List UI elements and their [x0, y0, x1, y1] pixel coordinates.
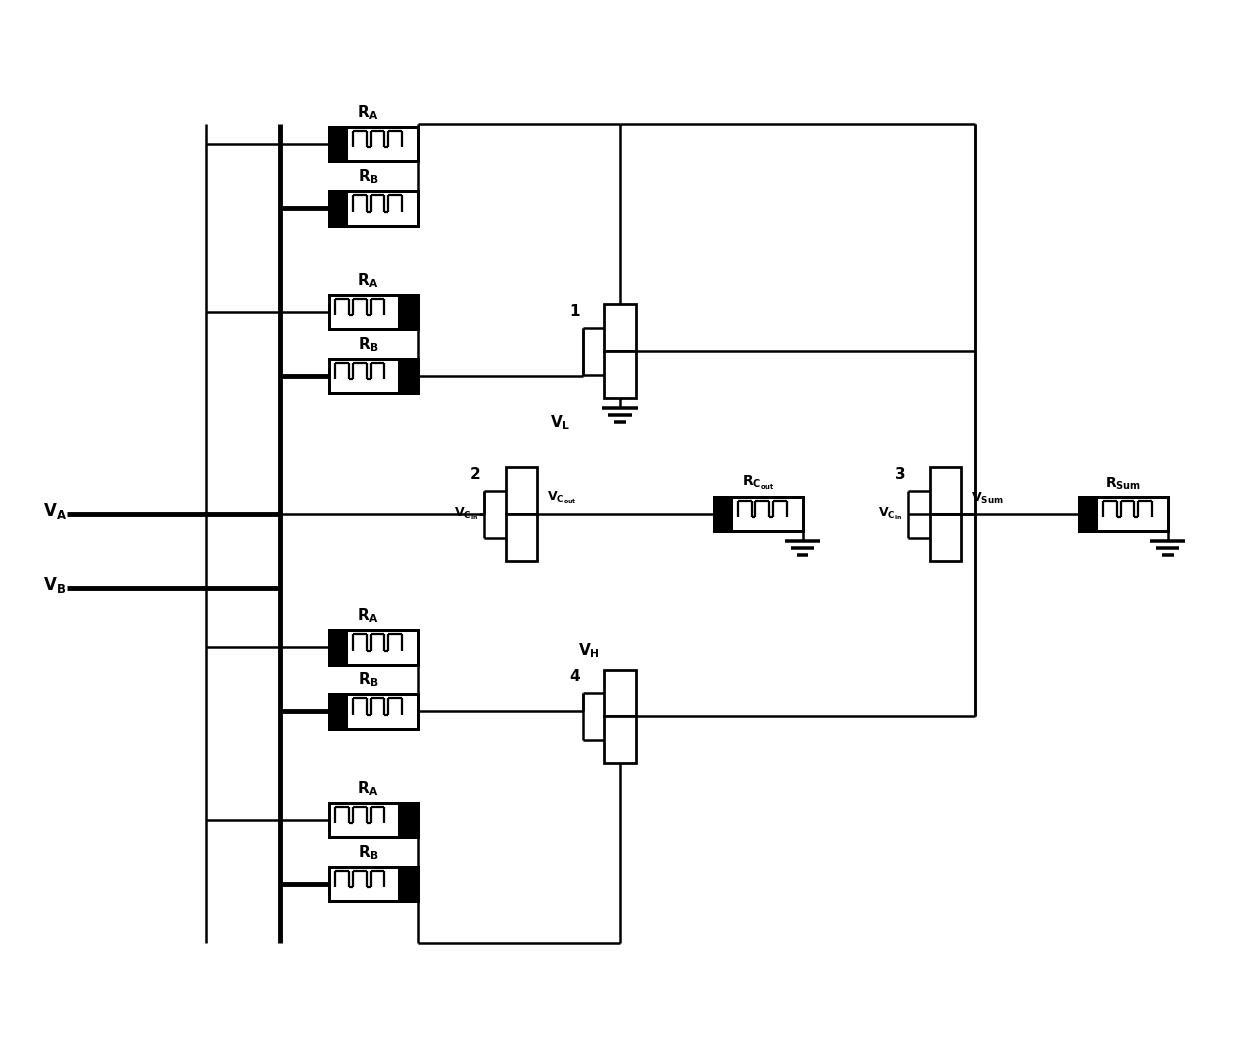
- Text: $\mathbf{R_A}$: $\mathbf{R_A}$: [357, 779, 379, 798]
- Text: $\mathbf{V_{C_{out}}}$: $\mathbf{V_{C_{out}}}$: [547, 490, 577, 507]
- Bar: [329, 694, 348, 729]
- Text: $\mathbf{R_{C_{out}}}$: $\mathbf{R_{C_{out}}}$: [742, 474, 775, 492]
- Bar: [604, 304, 636, 351]
- Text: $\mathbf{V_B}$: $\mathbf{V_B}$: [42, 575, 66, 595]
- Text: $\mathbf{V_H}$: $\mathbf{V_H}$: [579, 641, 600, 660]
- Bar: [604, 351, 636, 399]
- Bar: [398, 359, 418, 393]
- Bar: [329, 191, 348, 226]
- Bar: [329, 127, 418, 162]
- Bar: [398, 295, 418, 329]
- Text: 1: 1: [569, 304, 579, 319]
- Bar: [329, 191, 418, 226]
- Bar: [714, 497, 733, 532]
- Bar: [930, 514, 961, 561]
- Text: $\mathbf{R_{Sum}}$: $\mathbf{R_{Sum}}$: [1105, 475, 1141, 492]
- Text: $\mathbf{V_{C_{in}}}$: $\mathbf{V_{C_{in}}}$: [878, 506, 903, 522]
- Bar: [329, 359, 418, 393]
- Bar: [329, 802, 418, 837]
- Text: $\mathbf{R_A}$: $\mathbf{R_A}$: [357, 103, 379, 122]
- Text: $\mathbf{V_{Sum}}$: $\mathbf{V_{Sum}}$: [971, 491, 1004, 507]
- Bar: [329, 694, 418, 729]
- Bar: [1079, 497, 1168, 532]
- Bar: [329, 295, 418, 329]
- Bar: [604, 716, 636, 764]
- Bar: [398, 802, 418, 837]
- Text: $\mathbf{V_L}$: $\mathbf{V_L}$: [549, 413, 570, 432]
- Bar: [1079, 497, 1099, 532]
- Text: 3: 3: [894, 467, 905, 481]
- Text: $\mathbf{V_A}$: $\mathbf{V_A}$: [42, 501, 67, 521]
- Bar: [329, 127, 348, 162]
- Bar: [506, 514, 537, 561]
- Bar: [329, 866, 418, 901]
- Text: 2: 2: [470, 467, 481, 481]
- Text: $\mathbf{R_B}$: $\mathbf{R_B}$: [357, 843, 379, 862]
- Bar: [604, 669, 636, 716]
- Text: $\mathbf{R_A}$: $\mathbf{R_A}$: [357, 606, 379, 625]
- Text: 4: 4: [569, 669, 579, 684]
- Text: $\mathbf{R_B}$: $\mathbf{R_B}$: [357, 168, 379, 186]
- Text: $\mathbf{R_A}$: $\mathbf{R_A}$: [357, 271, 379, 290]
- Text: $\mathbf{R_B}$: $\mathbf{R_B}$: [357, 335, 379, 354]
- Bar: [930, 467, 961, 514]
- Bar: [398, 866, 418, 901]
- Text: $\mathbf{R_B}$: $\mathbf{R_B}$: [357, 670, 379, 689]
- Bar: [329, 630, 418, 665]
- Bar: [714, 497, 802, 532]
- Text: $\mathbf{V_{C_{in}}}$: $\mathbf{V_{C_{in}}}$: [454, 506, 477, 522]
- Bar: [329, 630, 348, 665]
- Bar: [506, 467, 537, 514]
